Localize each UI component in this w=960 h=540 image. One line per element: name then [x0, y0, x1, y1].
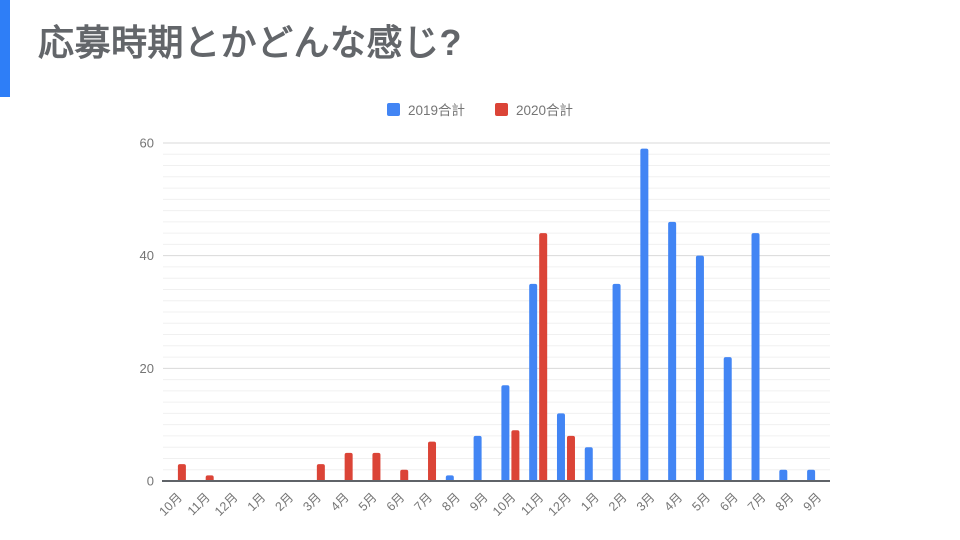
bar-2019 — [584, 447, 593, 481]
y-axis-label: 40 — [140, 248, 154, 263]
bar-2019 — [723, 357, 732, 481]
x-axis-label: 9月 — [801, 490, 825, 514]
bar-2020 — [511, 430, 520, 481]
x-axis-label: 4月 — [662, 490, 686, 514]
x-axis-label: 11月 — [518, 490, 546, 518]
x-axis-label: 12月 — [212, 490, 241, 519]
x-axis-label: 10月 — [490, 490, 519, 519]
bar-2020 — [316, 464, 325, 481]
title-accent-bar — [0, 0, 10, 97]
legend-label-2019: 2019合計 — [407, 103, 465, 118]
legend-label-2020: 2020合計 — [516, 103, 574, 118]
bar-2019 — [612, 283, 621, 481]
bar-2019 — [807, 469, 816, 481]
bar-2020 — [428, 441, 437, 481]
x-axis-label: 7月 — [745, 490, 769, 514]
x-axis-label: 9月 — [467, 490, 491, 514]
x-axis-label: 6月 — [717, 490, 741, 514]
bar-2020 — [566, 435, 575, 481]
bar-2019 — [529, 283, 538, 481]
bar-2019 — [556, 413, 565, 481]
bar-2019 — [445, 475, 454, 481]
x-axis-label: 1月 — [245, 490, 269, 514]
bar-2019 — [501, 385, 510, 481]
bar-2020 — [400, 469, 409, 481]
bar-2019 — [668, 221, 677, 481]
x-axis-label: 3月 — [300, 490, 324, 514]
legend-item-2019: 2019合計 — [386, 99, 465, 119]
x-axis-label: 2月 — [606, 490, 630, 514]
legend-swatch-2020 — [495, 102, 508, 116]
slide-title: 応募時期とかどんな感じ? — [38, 22, 462, 63]
x-axis-label: 2月 — [273, 490, 297, 514]
y-axis-label: 60 — [140, 136, 154, 151]
y-axis-label: 20 — [140, 361, 154, 376]
legend-item-2020: 2020合計 — [495, 99, 573, 119]
bar-2020 — [539, 233, 548, 481]
x-axis-label: 4月 — [328, 490, 352, 514]
bar-2019 — [695, 255, 704, 481]
x-axis-label: 6月 — [384, 490, 408, 514]
bar-2020 — [177, 464, 186, 481]
x-axis-label: 12月 — [546, 490, 575, 519]
x-axis-label: 5月 — [689, 490, 713, 514]
bar-2019 — [473, 435, 482, 481]
legend-swatch-2019 — [386, 102, 400, 116]
x-axis-label: 11月 — [185, 490, 213, 518]
x-axis-label: 7月 — [411, 490, 435, 514]
bar-2020 — [205, 475, 214, 481]
bar-2019 — [640, 148, 649, 481]
x-axis-label: 3月 — [634, 490, 658, 514]
x-axis-label: 8月 — [773, 490, 797, 514]
bar-2020 — [372, 452, 381, 481]
bar-2020 — [344, 452, 353, 481]
bar-2019 — [779, 469, 788, 481]
x-axis-label: 8月 — [439, 490, 463, 514]
y-axis-label: 0 — [147, 474, 154, 489]
x-axis-label: 1月 — [578, 490, 602, 514]
bar-2019 — [751, 233, 760, 481]
chart-legend: 2019合計 2020合計 — [0, 99, 960, 119]
x-axis-label: 5月 — [356, 490, 380, 514]
x-axis-label: 10月 — [156, 490, 185, 519]
